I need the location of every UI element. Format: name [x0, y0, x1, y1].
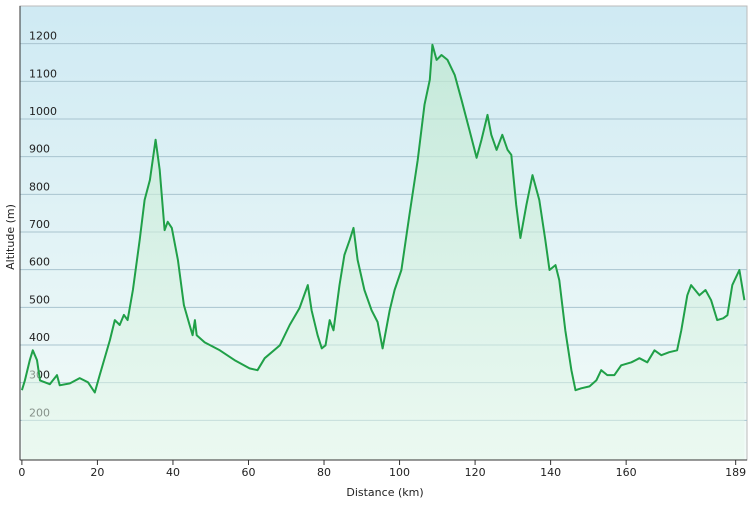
y-tick-label: 1000 — [29, 105, 57, 118]
x-tick-label: 160 — [616, 466, 637, 479]
area — [21, 44, 745, 461]
x-tick-label: 189 — [725, 466, 746, 479]
y-tick-label: 800 — [29, 180, 50, 193]
y-tick-label: 900 — [29, 143, 50, 156]
y-tick-label: 700 — [29, 218, 50, 231]
y-tick-label: 600 — [29, 256, 50, 269]
line — [20, 43, 746, 394]
x-axis-label: Distance (km) — [346, 486, 423, 499]
x-tick-label: 120 — [465, 466, 486, 479]
x-tick-label: 100 — [389, 466, 410, 479]
x-tick-label: 0 — [18, 466, 25, 479]
y-tick-label: 1200 — [29, 30, 57, 43]
x-tick-label: 80 — [317, 466, 331, 479]
x-tick-label: 140 — [540, 466, 561, 479]
x-tick-label: 20 — [90, 466, 104, 479]
x-tick-label: 60 — [241, 466, 255, 479]
y-tick-label: 1100 — [29, 67, 57, 80]
y-tick-label: 500 — [29, 293, 50, 306]
y-axis-label: Altitude (m) — [4, 204, 17, 270]
x-tick-label: 40 — [166, 466, 180, 479]
y-tick-label: 400 — [29, 331, 50, 344]
